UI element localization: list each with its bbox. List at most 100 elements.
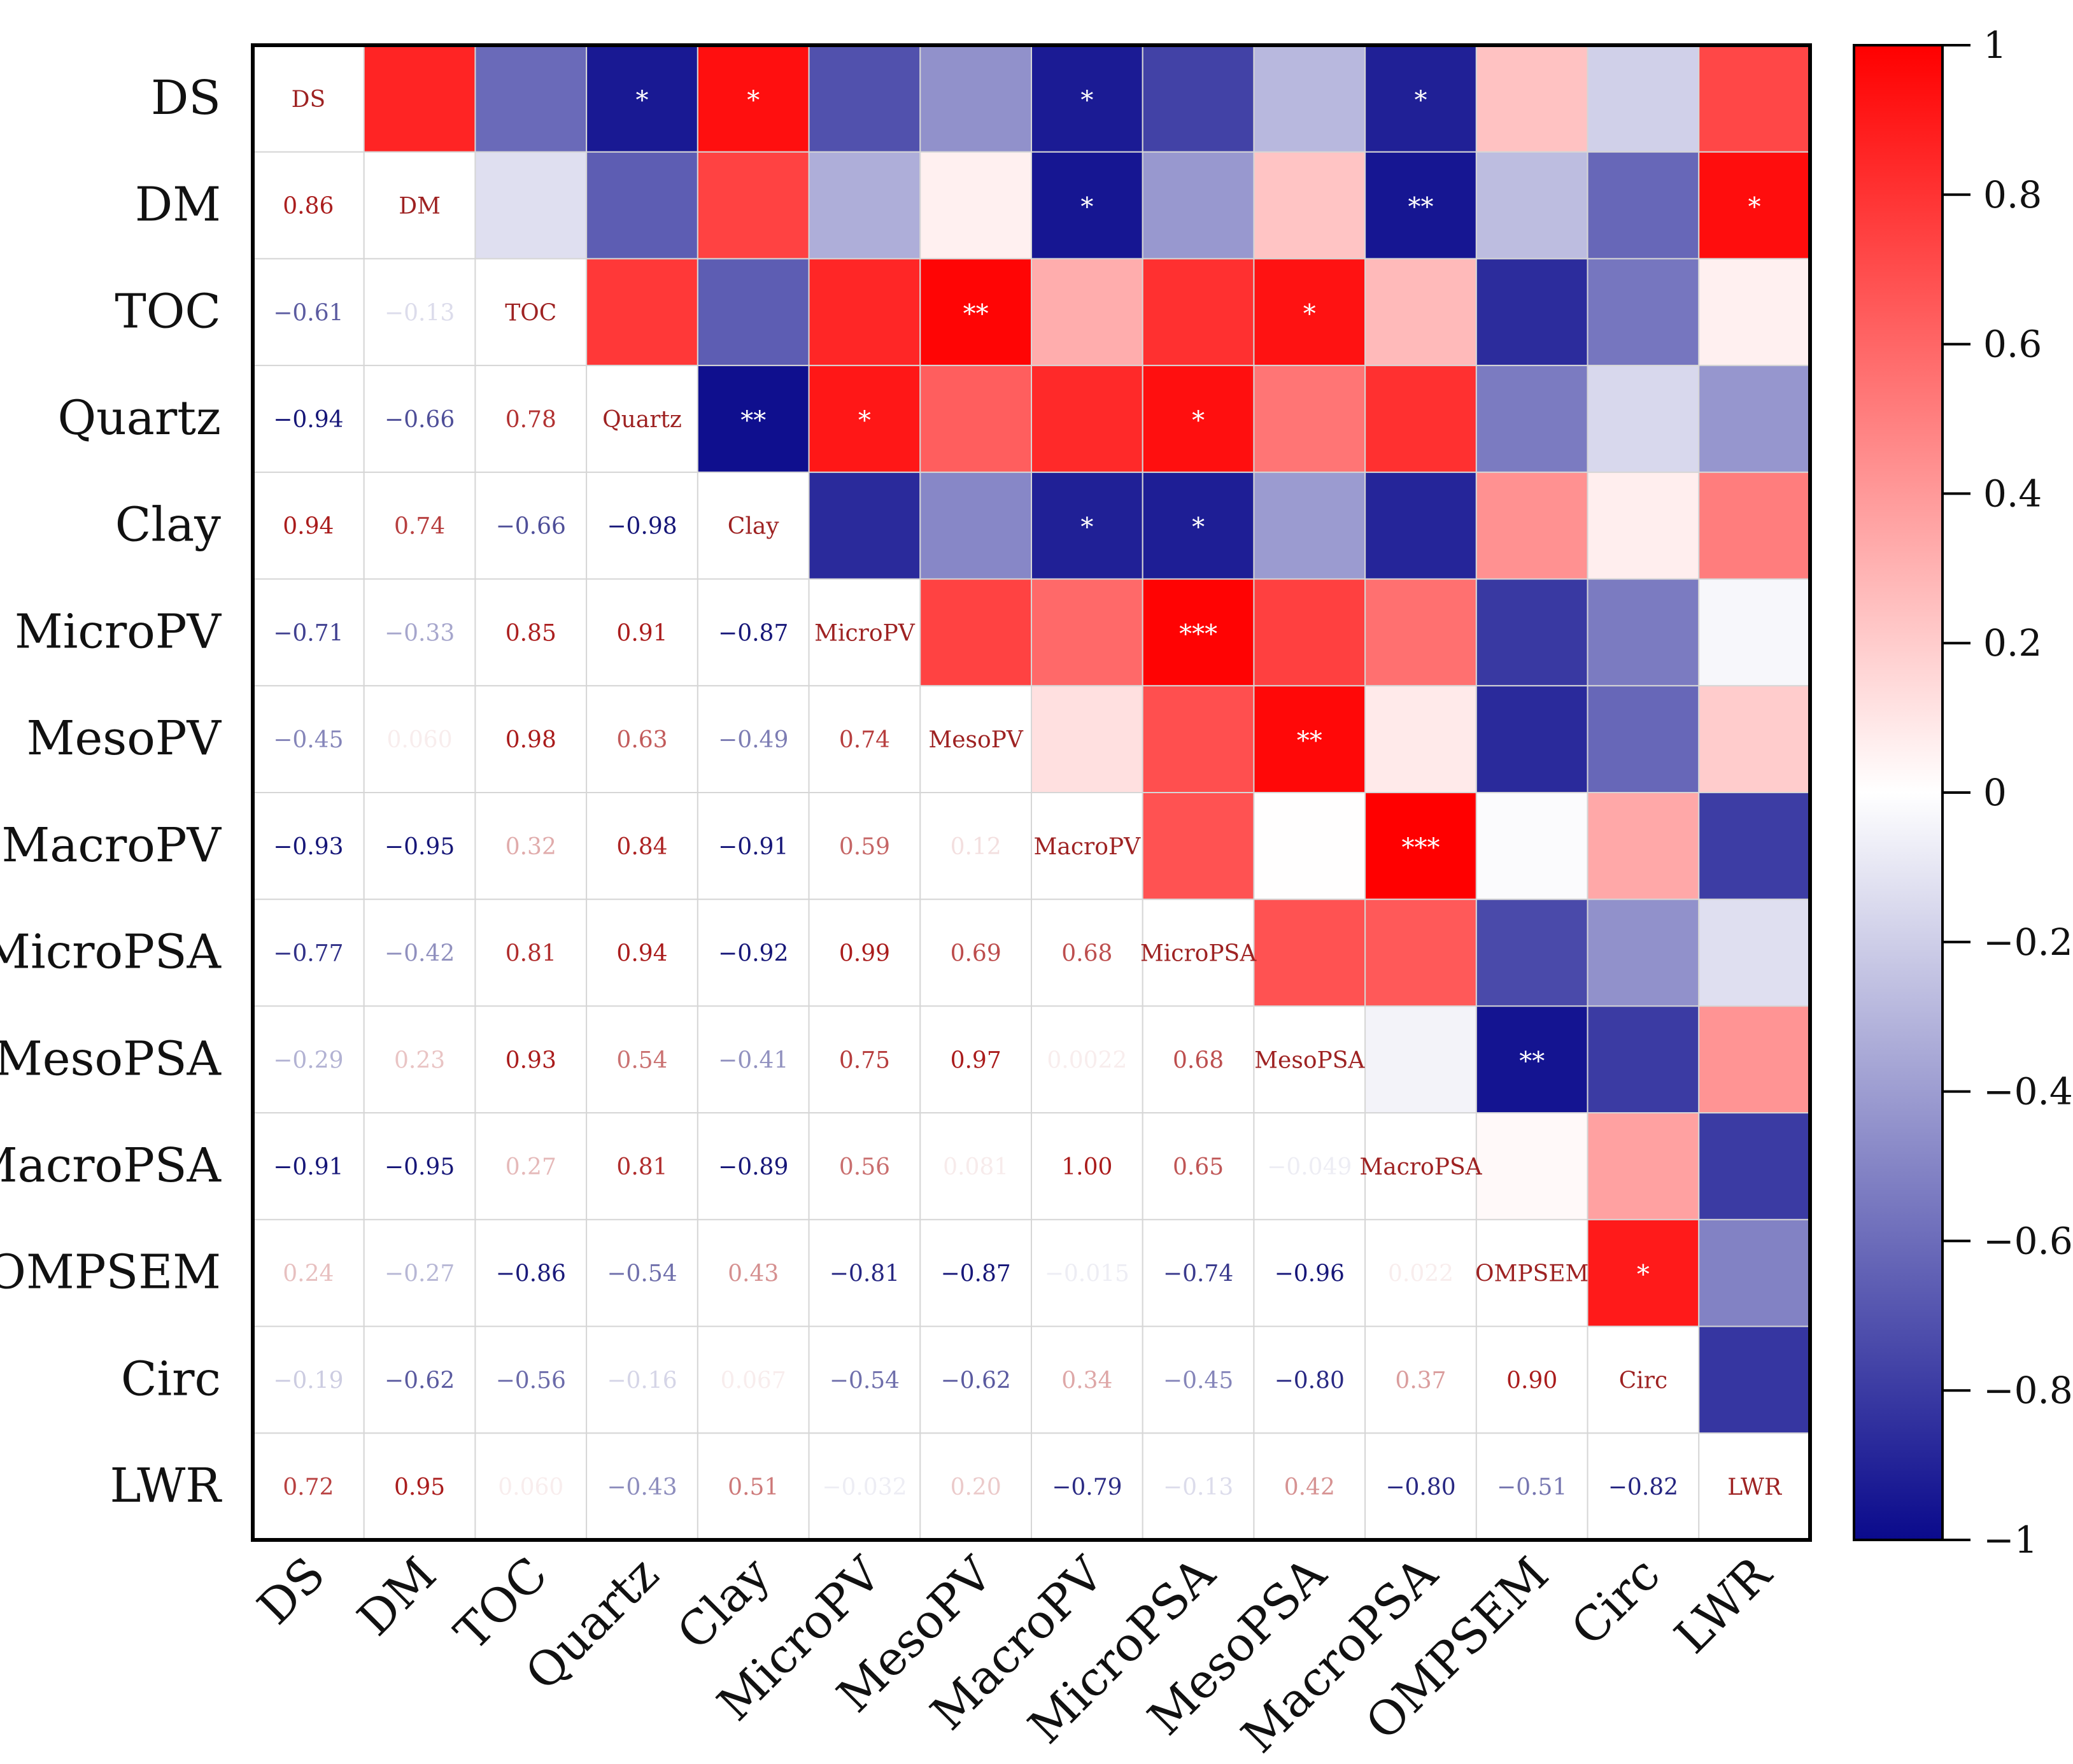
cell-value: −0.80 [1275, 1367, 1345, 1394]
heatmap-cell-0-3 [586, 45, 698, 153]
heatmap-cell-1-0 [252, 151, 365, 260]
heatmap-cell-4-4 [697, 471, 810, 580]
heatmap-cell-7-10 [1364, 792, 1477, 900]
heatmap-cell-4-7 [1031, 471, 1143, 580]
heatmap-cell-3-12 [1587, 365, 1700, 473]
significance-stars: ** [1408, 193, 1434, 222]
y-axis-label: DS [151, 71, 221, 125]
heatmap-cell-13-0 [252, 1432, 365, 1541]
heatmap-cell-12-6 [919, 1325, 1033, 1434]
cell-value: −0.54 [607, 1261, 677, 1287]
x-axis-label: DS [247, 1547, 336, 1635]
heatmap-cell-10-3 [586, 1112, 698, 1220]
cell-value: 0.69 [951, 941, 1001, 967]
y-axis-label: MesoPV [27, 711, 222, 766]
heatmap-cell-1-3 [586, 151, 698, 260]
heatmap-cell-4-9 [1253, 471, 1366, 580]
heatmap-cell-2-7 [1031, 258, 1143, 367]
cell-value: −0.43 [607, 1474, 677, 1500]
cell-value: 0.37 [1395, 1367, 1446, 1394]
cell-value: −0.51 [1497, 1474, 1567, 1500]
cell-value: 0.63 [616, 727, 667, 753]
cell-value: 0.42 [1284, 1474, 1335, 1500]
heatmap-cell-4-2 [474, 471, 588, 580]
cell-value: 1.00 [1061, 1154, 1112, 1180]
heatmap-cell-3-6 [919, 365, 1033, 473]
heatmap-cell-10-4 [697, 1112, 810, 1220]
y-axis-label: DM [135, 178, 221, 232]
heatmap-cell-10-8 [1142, 1112, 1255, 1220]
heatmap-cell-6-10 [1364, 685, 1477, 794]
cell-value: 0.060 [498, 1474, 563, 1500]
heatmap-cell-9-13 [1698, 1005, 1811, 1114]
cell-value: −0.96 [1275, 1261, 1345, 1287]
x-axis-label: LWR [1664, 1546, 1783, 1664]
cell-value: 0.74 [839, 727, 890, 753]
colorbar-tick-label: 0.4 [1983, 472, 2042, 515]
heatmap-cell-3-10 [1364, 365, 1477, 473]
cell-value: −0.94 [273, 407, 343, 433]
heatmap-cell-6-1 [363, 685, 476, 794]
heatmap-cell-5-12 [1587, 578, 1700, 687]
significance-stars: * [1192, 513, 1205, 542]
heatmap-cell-5-8 [1142, 578, 1255, 687]
cell-value: −0.049 [1267, 1154, 1352, 1180]
heatmap-cell-5-7 [1031, 578, 1143, 687]
heatmap-cell-9-6 [919, 1005, 1033, 1114]
cell-value: −0.45 [1163, 1367, 1233, 1394]
heatmap-cell-2-11 [1475, 258, 1588, 367]
heatmap-cell-7-6 [919, 792, 1033, 900]
cell-value: −0.16 [607, 1367, 677, 1394]
cell-value: 0.81 [616, 1154, 667, 1180]
heatmap-cell-1-9 [1253, 151, 1366, 260]
heatmap-cell-7-12 [1587, 792, 1700, 900]
cell-value: 0.27 [506, 1154, 556, 1180]
heatmap-cell-11-10 [1364, 1218, 1477, 1327]
y-axis-label: LWR [110, 1458, 223, 1513]
heatmap-cell-9-12 [1587, 1005, 1700, 1114]
heatmap-cell-8-13 [1698, 898, 1811, 1007]
cell-value: −0.79 [1052, 1474, 1122, 1500]
cell-value: 0.72 [283, 1474, 334, 1500]
heatmap-cell-4-0 [252, 471, 365, 580]
y-axis-label: MesoPSA [0, 1031, 222, 1086]
colorbar-tick-label: 1 [1983, 24, 2007, 67]
heatmap-cell-13-5 [808, 1432, 921, 1541]
heatmap-cell-7-2 [474, 792, 588, 900]
y-axis-label: MicroPSA [0, 925, 222, 980]
heatmap-cell-texts: DS 0.86 DM −0.61 −0.13 TOC −0.94 −0.66 0.78 Quart… [273, 86, 1782, 1500]
heatmap-cell-10-5 [808, 1112, 921, 1220]
cell-value: −0.95 [385, 1154, 455, 1180]
heatmap-cell-2-6 [919, 258, 1033, 367]
cell-value: 0.86 [283, 194, 334, 220]
heatmap-cells [252, 45, 1811, 1541]
cell-value: −0.27 [385, 1261, 455, 1287]
heatmap-cell-0-10 [1364, 45, 1477, 153]
cell-value: −0.82 [1608, 1474, 1678, 1500]
heatmap-cell-0-11 [1475, 45, 1588, 153]
significance-stars: * [1415, 86, 1427, 115]
heatmap-cell-8-7 [1031, 898, 1143, 1007]
heatmap-cell-13-7 [1031, 1432, 1143, 1541]
cell-value: −0.49 [718, 727, 788, 753]
cell-value: 0.20 [951, 1474, 1001, 1500]
heatmap-cell-11-11 [1475, 1218, 1588, 1327]
heatmap-cell-0-2 [474, 45, 588, 153]
cell-value: −0.98 [607, 514, 677, 540]
heatmap-cell-8-9 [1253, 898, 1366, 1007]
heatmap-cell-0-0 [252, 45, 365, 153]
heatmap-cell-3-7 [1031, 365, 1143, 473]
heatmap-cell-10-13 [1698, 1112, 1811, 1220]
heatmap-cell-3-9 [1253, 365, 1366, 473]
cell-value: −0.41 [718, 1047, 788, 1073]
heatmap-cell-12-5 [808, 1325, 921, 1434]
heatmap-cell-9-5 [808, 1005, 921, 1114]
significance-stars: ** [1519, 1047, 1545, 1076]
heatmap-cell-11-1 [363, 1218, 476, 1327]
heatmap-cell-2-4 [697, 258, 810, 367]
cell-value: −0.91 [718, 834, 788, 860]
heatmap-cell-2-2 [474, 258, 588, 367]
heatmap-cell-3-1 [363, 365, 476, 473]
cell-value: 0.98 [506, 727, 556, 753]
cell-value: −0.62 [385, 1367, 455, 1394]
